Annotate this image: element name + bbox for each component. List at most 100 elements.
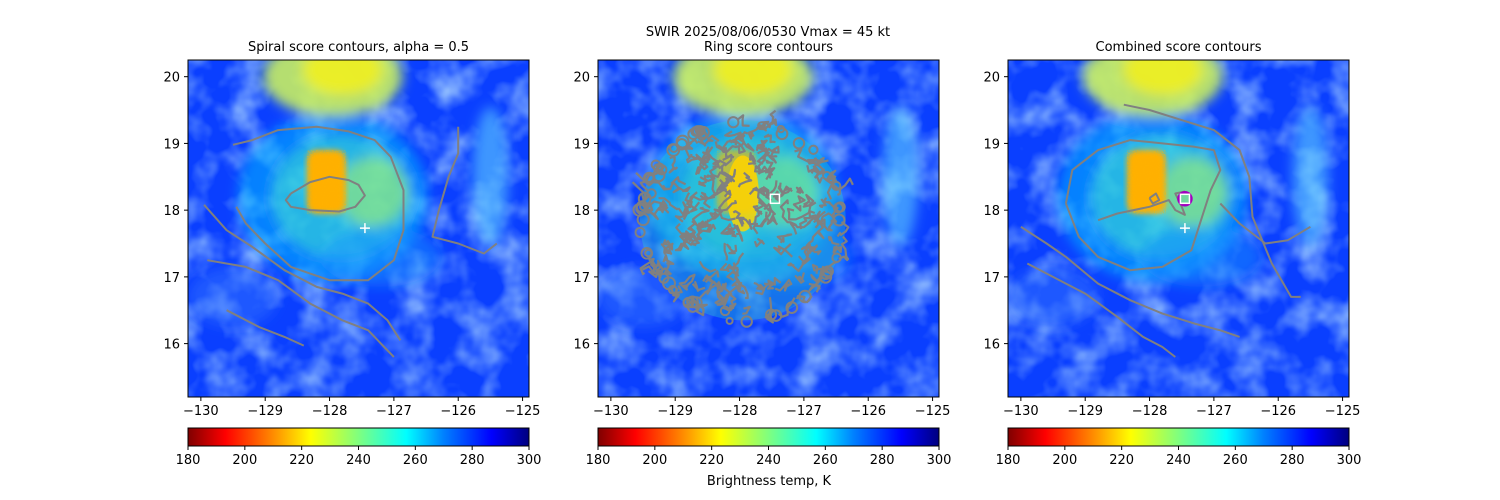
ring-contour-segment: [753, 238, 766, 248]
ring-contour-segment: [765, 145, 780, 158]
ring-contour-segment: [786, 201, 817, 221]
y-tick-label: 16: [573, 338, 590, 353]
ring-contour-segment: [805, 219, 825, 249]
ring-contour-segment: [821, 197, 839, 216]
x-tick-label: −130: [593, 404, 629, 419]
colorbar-tick-label: 220: [289, 453, 314, 468]
ring-contour-segment: [755, 139, 768, 152]
ring-contour-segment: [827, 236, 840, 246]
colorbar-label: Brightness temp, K: [707, 474, 832, 489]
ring-contour-segment: [831, 252, 842, 263]
ring-contour-segment: [758, 180, 778, 197]
ring-contour-segment: [769, 309, 783, 322]
y-tick-label: 20: [163, 71, 180, 86]
ring-contour-segment: [774, 278, 793, 292]
ring-contour-segment: [766, 277, 782, 290]
colorbar-tick-label: 180: [176, 453, 201, 468]
x-tick-label: −126: [850, 404, 886, 419]
ring-contour-segment: [662, 254, 673, 264]
x-tick-label: −129: [247, 404, 283, 419]
ring-contour-segment: [779, 199, 797, 226]
ring-contour-segment: [712, 160, 720, 168]
x-tick-label: −128: [1132, 404, 1168, 419]
panel-title: Ring score contours: [704, 40, 833, 55]
ring-contour-segment: [682, 298, 691, 307]
ring-contour-segment: [719, 305, 731, 317]
x-tick-label: −126: [440, 404, 476, 419]
ring-contour-segment: [834, 201, 846, 213]
colorbar-tick-label: 280: [870, 453, 895, 468]
ring-contour-segment: [789, 221, 812, 235]
ring-contour-segment: [652, 168, 666, 183]
ring-contour-segment: [695, 166, 704, 175]
ring-contour-segment: [698, 277, 715, 300]
center-square-marker: [1179, 193, 1191, 205]
x-tick-label: −128: [722, 404, 758, 419]
ring-contour-segment: [675, 222, 688, 244]
figure-suptitle: SWIR 2025/08/06/0530 Vmax = 45 kt: [646, 25, 890, 40]
ring-contour-segment: [640, 247, 654, 260]
colorbar-tick-label: 260: [1223, 453, 1248, 468]
score-contour-line: [232, 125, 405, 282]
ring-contour-segment: [674, 201, 691, 223]
colorbar-gradient: [597, 427, 940, 447]
brightness-temp-heatmap: [188, 60, 529, 397]
colorbar-tick-label: 300: [1337, 453, 1362, 468]
ring-contour-segment: [838, 235, 850, 262]
score-contours: [203, 125, 498, 358]
score-contour-line: [1020, 225, 1240, 338]
ring-contour-segment: [722, 130, 742, 149]
ring-contour-segment: [697, 125, 710, 139]
ring-contour-segment: [698, 260, 717, 273]
y-tick-label: 20: [983, 71, 1000, 86]
ring-contour-segment: [690, 126, 702, 137]
panel-3: Combined score contours −130 −129 −128 −127 −…: [983, 40, 1362, 468]
ring-contour-segment: [832, 245, 843, 254]
ring-contour-segment: [795, 186, 804, 194]
ring-contour-segment: [740, 216, 758, 230]
y-tick-label: 19: [983, 137, 1000, 152]
ring-contour-segment: [663, 262, 675, 276]
ring-contour-segment: [768, 155, 778, 164]
ring-contour-segment: [668, 156, 679, 174]
colorbar-tick-label: 220: [699, 453, 724, 468]
ring-contour-segment: [808, 144, 819, 155]
ring-contour-segment: [719, 282, 733, 302]
x-tick-label: −127: [1196, 404, 1232, 419]
y-tick-label: 18: [163, 204, 180, 219]
x-tick-label: −127: [786, 404, 822, 419]
colorbar: 180 200 220 240 260 280 300: [176, 427, 542, 468]
ring-contour-segment: [818, 270, 833, 284]
y-tick-label: 18: [573, 204, 590, 219]
y-tick-label: 17: [163, 271, 180, 286]
ring-contour-segment: [726, 243, 738, 255]
score-contour-line: [207, 259, 395, 358]
y-tick-label: 16: [163, 338, 180, 353]
ring-contour-segment: [727, 116, 740, 129]
ring-contour-segment: [756, 146, 769, 154]
center-plus-marker: [359, 223, 370, 234]
ring-contour-segment: [773, 243, 793, 258]
ring-contour-segment: [765, 308, 778, 321]
ring-contour-segment: [695, 153, 709, 171]
ring-contour-segment: [650, 159, 662, 170]
colorbar-tick-label: 180: [996, 453, 1021, 468]
colorbar-gradient: [1007, 427, 1350, 447]
colorbar-tick-label: 300: [517, 453, 542, 468]
center-square-marker: [769, 193, 781, 205]
ring-contour-segment: [794, 148, 812, 165]
ring-contour-segment: [808, 157, 829, 167]
ring-contour-segment: [747, 152, 757, 165]
ring-contour-segment: [747, 121, 768, 140]
score-contour-line: [1064, 139, 1222, 272]
axes-frame: [187, 59, 530, 398]
ring-contour-segment: [702, 270, 720, 283]
brightness-temp-heatmap: [598, 60, 939, 397]
colorbar-tick-label: 240: [1166, 453, 1191, 468]
ring-contour-segment: [677, 202, 693, 216]
ring-contour-segment: [675, 138, 688, 151]
ring-contour-segment: [754, 165, 772, 179]
score-contour-line: [1026, 262, 1176, 358]
x-tick-label: −125: [1325, 404, 1361, 419]
x-tick-label: −130: [183, 404, 219, 419]
